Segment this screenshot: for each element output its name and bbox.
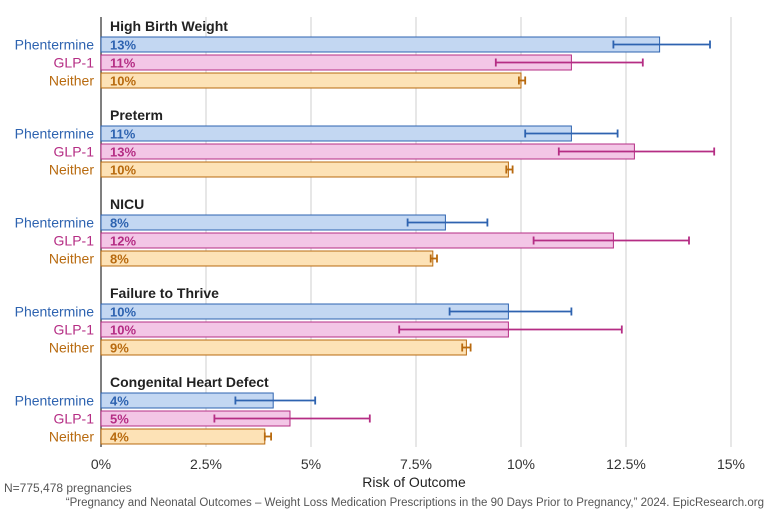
x-tick-label: 12.5% — [606, 456, 646, 472]
category-label: Neither — [49, 251, 94, 267]
category-label: GLP-1 — [54, 233, 95, 249]
group-title: Preterm — [110, 107, 163, 123]
bar — [100, 339, 467, 356]
group-title: Congenital Heart Defect — [110, 374, 269, 390]
category-label: Neither — [49, 73, 94, 89]
category-label: Neither — [49, 429, 94, 445]
data-label: 5% — [110, 412, 129, 427]
category-label: Neither — [49, 162, 94, 178]
category-label: GLP-1 — [54, 55, 95, 71]
category-label: Neither — [49, 340, 94, 356]
x-axis-label: Risk of Outcome — [362, 474, 466, 490]
bar — [100, 125, 572, 142]
category-label: Phentermine — [15, 215, 95, 231]
data-label: 4% — [110, 394, 129, 409]
data-label: 9% — [110, 341, 129, 356]
data-label: 10% — [110, 305, 136, 320]
data-label: 10% — [110, 74, 136, 89]
data-label: 8% — [110, 252, 129, 267]
data-label: 13% — [110, 38, 136, 53]
data-label: 10% — [110, 323, 136, 338]
bar — [100, 72, 522, 89]
data-label: 10% — [110, 163, 136, 178]
bar — [100, 161, 509, 178]
category-label: GLP-1 — [54, 322, 95, 338]
data-label: 12% — [110, 234, 136, 249]
bar — [100, 143, 635, 160]
bar — [100, 36, 661, 53]
data-label: 13% — [110, 145, 136, 160]
source-citation: “Pregnancy and Neonatal Outcomes – Weigh… — [65, 497, 764, 509]
category-label: Phentermine — [15, 304, 95, 320]
category-label: Phentermine — [15, 37, 95, 53]
x-tick-label: 10% — [507, 456, 535, 472]
category-label: Phentermine — [15, 393, 95, 409]
data-label: 8% — [110, 216, 129, 231]
x-tick-label: 7.5% — [400, 456, 432, 472]
x-tick-label: 0% — [91, 456, 111, 472]
sample-size-note: N=775,478 pregnancies — [4, 481, 132, 495]
category-label: GLP-1 — [54, 144, 95, 160]
group-title: NICU — [110, 196, 144, 212]
bar — [100, 214, 446, 231]
bar — [100, 250, 434, 267]
x-tick-label: 2.5% — [190, 456, 222, 472]
category-label: Phentermine — [15, 126, 95, 142]
data-label: 4% — [110, 430, 129, 445]
x-tick-label: 15% — [717, 456, 745, 472]
group-title: High Birth Weight — [110, 18, 228, 34]
data-label: 11% — [110, 127, 136, 142]
group-title: Failure to Thrive — [110, 285, 219, 301]
data-label: 11% — [110, 56, 136, 71]
x-tick-label: 5% — [301, 456, 321, 472]
bar — [100, 303, 509, 320]
category-label: GLP-1 — [54, 411, 95, 427]
